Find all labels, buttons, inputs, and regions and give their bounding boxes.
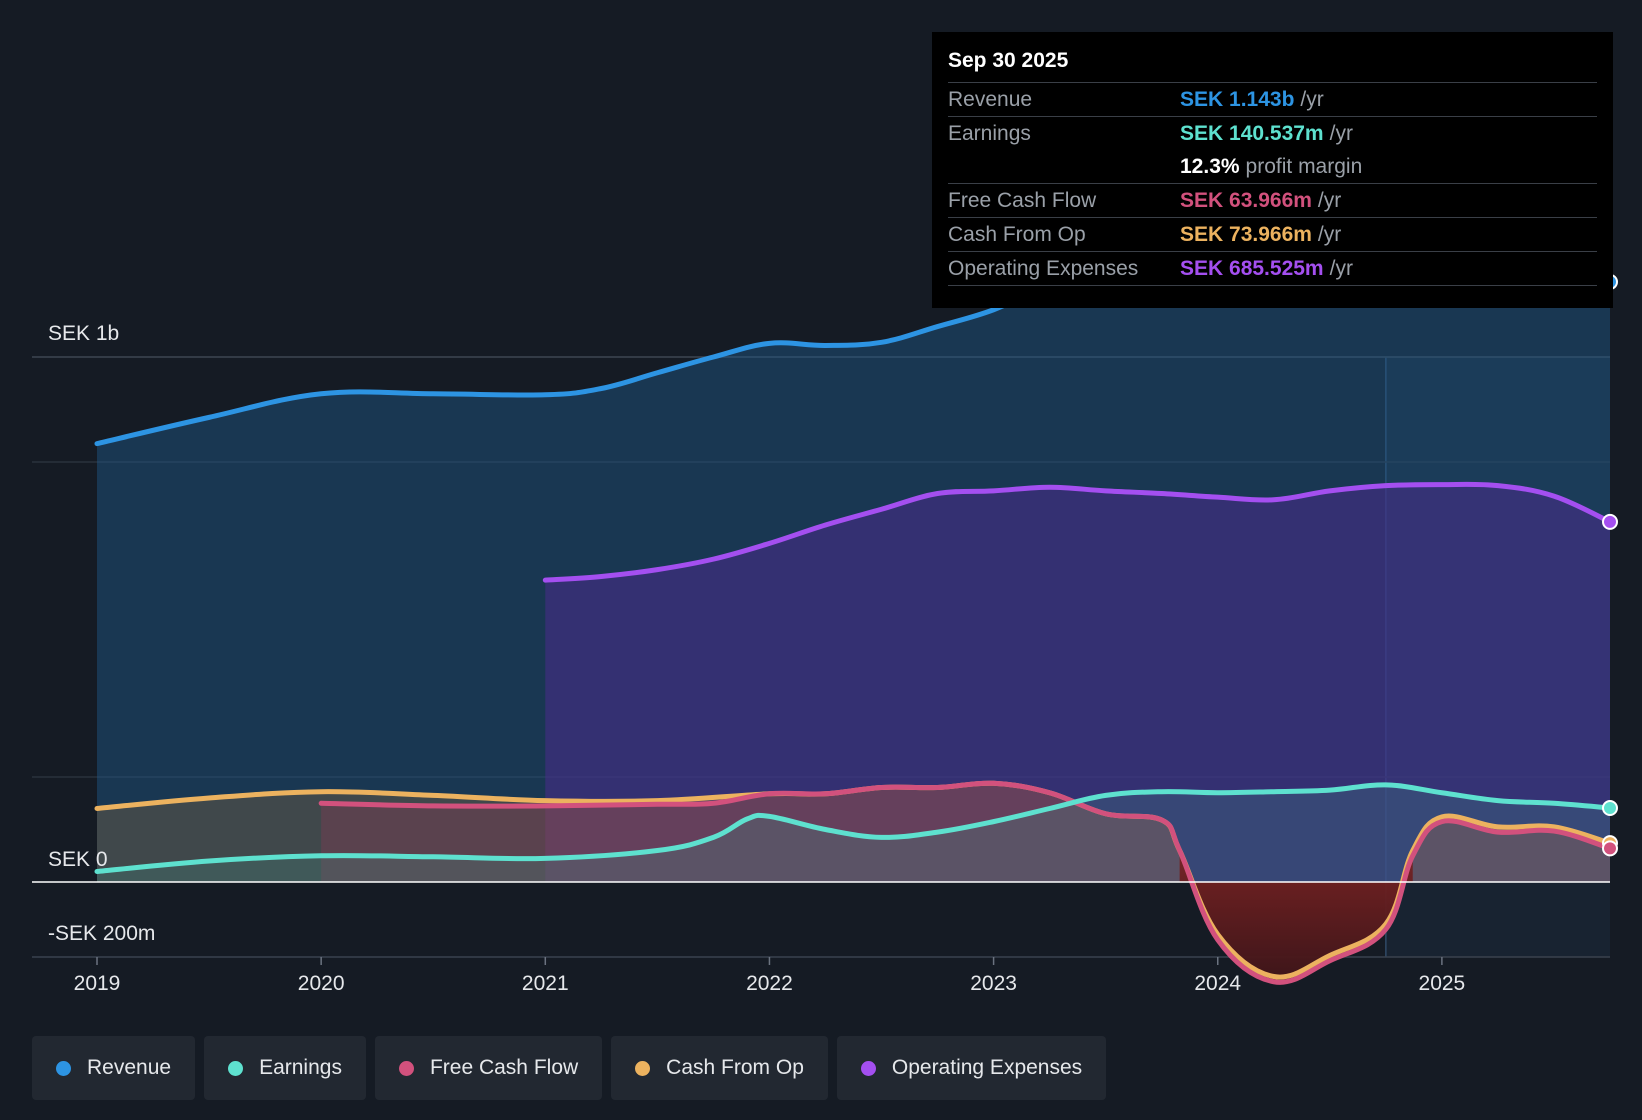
legend-label: Operating Expenses	[891, 1056, 1083, 1079]
tooltip-value: 12.3%	[1180, 154, 1240, 178]
tooltip-unit: /yr	[1329, 121, 1353, 145]
tooltip-value: SEK 63.966m	[1180, 188, 1312, 212]
tooltip-row-revenue: Revenue SEK 1.143b /yr	[948, 82, 1597, 116]
tooltip-value: SEK 1.143b	[1180, 87, 1295, 111]
legend-item-cash-from-op[interactable]: Cash From Op	[611, 1036, 828, 1100]
tooltip-date: Sep 30 2025	[948, 49, 1069, 72]
operating-expenses-area	[545, 484, 1610, 882]
tooltip-value: SEK 73.966m	[1180, 222, 1312, 246]
legend-label: Earnings	[259, 1056, 342, 1079]
y-label-zero: SEK 0	[48, 848, 108, 871]
tooltip-unit: profit margin	[1245, 154, 1363, 178]
cash-from-op-dot-icon	[635, 1060, 651, 1076]
operating-expenses-dot-icon	[860, 1060, 876, 1076]
legend-label: Cash From Op	[666, 1056, 804, 1079]
tooltip-row-margin: 12.3% profit margin	[948, 150, 1597, 183]
tooltip-label: Earnings	[948, 121, 1031, 145]
free-cash-flow-endpoint	[1602, 840, 1618, 857]
earnings-endpoint	[1602, 799, 1618, 816]
x-tick-label: 2023	[970, 972, 1017, 995]
legend: Revenue Earnings Free Cash Flow Cash Fro…	[32, 1036, 1107, 1100]
chart: 2019 2020 2021 2022 2023 2024 2025 SEK 1b SEK …	[32, 223, 1618, 995]
legend-label: Revenue	[87, 1056, 172, 1079]
series-areas	[97, 225, 1610, 983]
y-label-bottom: -SEK 200m	[48, 922, 155, 945]
tooltip-unit: /yr	[1329, 256, 1353, 280]
tooltip-label: Free Cash Flow	[948, 188, 1097, 212]
x-tick-label: 2025	[1419, 972, 1466, 995]
x-tick-label: 2019	[74, 972, 121, 995]
operating-expenses-endpoint	[1602, 513, 1618, 530]
x-tick-label: 2022	[746, 972, 793, 995]
earnings-line	[94, 782, 1613, 874]
legend-item-revenue[interactable]: Revenue	[32, 1036, 196, 1100]
tooltip-value: SEK 140.537m	[1180, 121, 1324, 145]
legend-item-earnings[interactable]: Earnings	[204, 1036, 366, 1100]
tooltip-unit: /yr	[1317, 188, 1342, 212]
revenue-dot-icon	[56, 1060, 71, 1076]
operating-expenses-line	[542, 481, 1613, 583]
legend-item-operating-expenses[interactable]: Operating Expenses	[836, 1036, 1107, 1100]
free-cash-flow-line	[318, 780, 1613, 985]
tooltip-row-cfo: Cash From Op SEK 73.966m /yr	[948, 217, 1597, 251]
tooltip-value: SEK 685.525m	[1180, 256, 1324, 280]
tooltip-row-fcf: Free Cash Flow SEK 63.966m /yr	[948, 183, 1597, 217]
tooltip: Sep 30 2025 Revenue SEK 1.143b /yr Earni…	[932, 32, 1613, 308]
tooltip-label: Revenue	[948, 87, 1033, 111]
legend-label: Free Cash Flow	[429, 1056, 579, 1079]
x-tick-label: 2020	[298, 972, 345, 995]
legend-item-free-cash-flow[interactable]: Free Cash Flow	[374, 1036, 603, 1100]
x-tick-label: 2021	[522, 972, 569, 995]
earnings-dot-icon	[228, 1060, 244, 1076]
tooltip-label: Operating Expenses	[948, 256, 1139, 280]
y-label-top: SEK 1b	[48, 322, 119, 345]
tooltip-label: Cash From Op	[948, 222, 1086, 246]
x-tick-label: 2024	[1194, 972, 1241, 995]
tooltip-unit: /yr	[1317, 222, 1342, 246]
tooltip-unit: /yr	[1300, 87, 1324, 111]
tooltip-row-opex: Operating Expenses SEK 685.525m /yr	[948, 251, 1597, 286]
x-axis: 2019 2020 2021 2022 2023 2024 2025	[74, 957, 1466, 995]
tooltip-row-earnings: Earnings SEK 140.537m /yr	[948, 116, 1597, 150]
earnings-area	[97, 784, 1610, 882]
free-cash-flow-dot-icon	[398, 1060, 414, 1076]
